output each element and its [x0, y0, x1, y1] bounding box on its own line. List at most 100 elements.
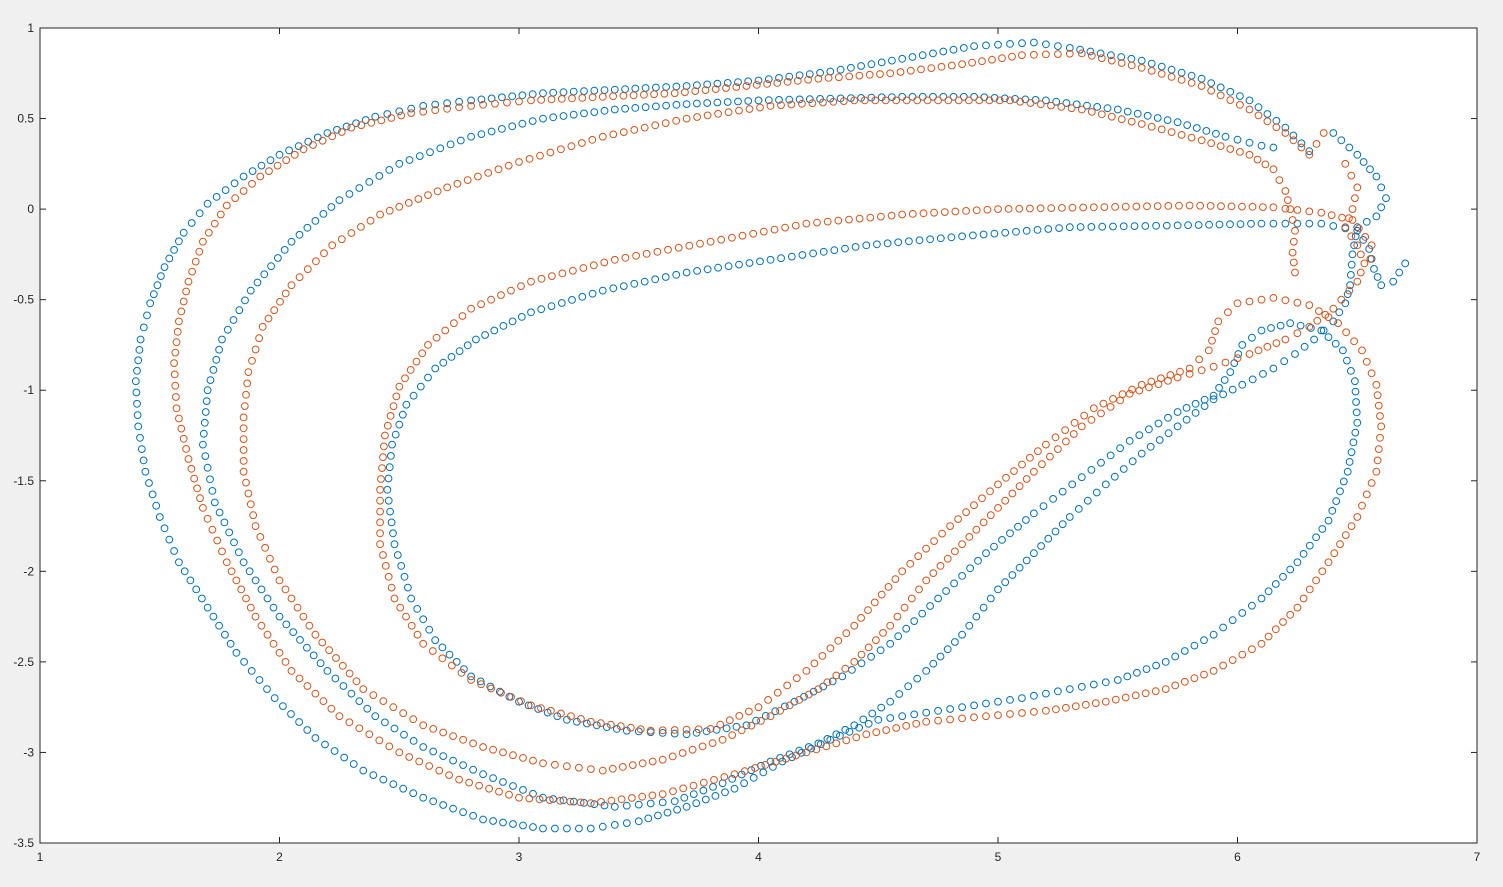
series-2-curve-2-marker	[332, 654, 340, 662]
series-1-curve-1-marker	[816, 68, 824, 77]
x-tick-label: 3	[516, 850, 523, 864]
series-1-curve-2-marker	[1366, 165, 1374, 174]
series-2-curve-1-marker	[287, 667, 296, 675]
series-2-curve-2-marker	[251, 522, 260, 530]
series-1-curve-1-marker	[384, 474, 393, 483]
series-2-curve-2-marker	[893, 612, 902, 621]
series-2-curve-1-marker	[378, 464, 386, 473]
series-2-curve-1-marker	[730, 770, 739, 779]
series-2-curve-2-marker	[1221, 358, 1230, 367]
series-2-curve-2-marker	[1353, 241, 1362, 250]
series-2-curve-2-marker	[239, 413, 248, 422]
series-2-curve-1-marker	[845, 72, 854, 81]
series-1-curve-1-marker	[994, 40, 1002, 49]
series-2-curve-2-marker	[376, 210, 385, 219]
series-2-curve-2-marker	[266, 554, 274, 563]
series-1-curve-1-marker	[1054, 687, 1062, 696]
series-2-curve-1-marker	[1263, 117, 1272, 126]
series-1-curve-2-marker	[365, 178, 374, 186]
series-1-curve-1-marker	[389, 529, 397, 538]
series-1-curve-1-marker	[1245, 96, 1254, 105]
series-1-curve-1-marker	[165, 254, 174, 263]
series-1-curve-1-marker	[139, 456, 148, 465]
series-2-curve-2-marker	[1062, 437, 1070, 446]
series-1-curve-1-marker	[936, 234, 945, 243]
series-1-curve-1-marker	[1352, 398, 1360, 406]
series-2-curve-1-marker	[432, 333, 441, 342]
series-1-curve-1-marker	[1173, 408, 1182, 416]
series-1-curve-2-marker	[929, 659, 938, 668]
series-2-curve-2-marker	[419, 721, 428, 730]
series-1-curve-1-marker	[578, 292, 587, 301]
series-2-curve-1-marker	[328, 132, 337, 141]
series-1-curve-1-marker	[929, 49, 937, 58]
series-1-curve-1-marker	[1353, 226, 1362, 235]
axes-background	[40, 28, 1477, 843]
series-2-curve-1-marker	[1077, 49, 1086, 58]
series-1-curve-1-marker	[766, 255, 775, 264]
series-2-curve-2-marker	[688, 745, 697, 754]
series-2-curve-1-marker	[441, 326, 450, 335]
series-1-curve-1-marker	[499, 818, 507, 827]
series-2-curve-1-marker	[290, 150, 299, 159]
series-2-curve-1-marker	[377, 475, 385, 483]
series-2-curve-1-marker	[377, 116, 386, 125]
series-2-curve-1-marker	[1026, 453, 1034, 462]
series-2-curve-1-marker	[1157, 70, 1166, 78]
series-1-curve-1-marker	[395, 107, 404, 116]
series-2-curve-1-marker	[1187, 79, 1196, 87]
series-1-curve-2-marker	[1346, 281, 1354, 290]
series-2-curve-2-marker	[557, 145, 565, 154]
series-2-curve-1-marker	[537, 704, 545, 712]
series-1-curve-2-marker	[1123, 107, 1132, 116]
series-1-curve-2-marker	[218, 335, 226, 344]
series-1-curve-2-marker	[230, 538, 238, 547]
series-1-curve-1-marker	[1248, 601, 1256, 610]
series-1-curve-1-marker	[431, 364, 440, 373]
series-2-curve-1-marker	[537, 96, 546, 104]
series-2-curve-2-marker	[275, 576, 284, 585]
series-2-curve-2-marker	[923, 96, 932, 105]
series-1-curve-1-marker	[175, 558, 183, 567]
series-2-curve-1-marker	[179, 434, 188, 443]
series-2-curve-2-marker	[943, 554, 952, 563]
series-1-curve-2-marker	[1000, 94, 1009, 103]
series-2-curve-2-marker	[619, 128, 628, 137]
series-1-curve-1-marker	[1173, 221, 1182, 230]
series-2-curve-1-marker	[586, 799, 595, 808]
series-2-curve-1-marker	[606, 720, 615, 729]
series-2-curve-1-marker	[1377, 422, 1386, 431]
series-2-curve-2-marker	[242, 478, 250, 487]
series-2-curve-2-marker	[808, 99, 817, 108]
series-2-curve-2-marker	[747, 721, 756, 730]
series-1-curve-2-marker	[280, 246, 289, 254]
series-1-curve-2-marker	[895, 690, 904, 698]
series-2-curve-1-marker	[728, 233, 736, 242]
series-1-curve-1-marker	[529, 823, 537, 831]
series-2-curve-1-marker	[1047, 204, 1056, 213]
series-2-curve-1-marker	[1167, 73, 1176, 81]
series-1-curve-1-marker	[612, 725, 621, 733]
series-2-curve-1-marker	[1018, 51, 1026, 60]
series-2-curve-1-marker	[396, 603, 405, 612]
series-2-curve-1-marker	[380, 442, 388, 451]
series-1-curve-2-marker	[339, 682, 348, 690]
series-2-curve-1-marker	[196, 494, 204, 503]
series-2-curve-1-marker	[738, 231, 747, 240]
series-1-curve-1-marker	[131, 377, 140, 386]
series-2-curve-2-marker	[494, 165, 503, 174]
series-2-curve-2-marker	[1293, 329, 1302, 338]
series-1-curve-2-marker	[1192, 124, 1201, 132]
series-2-curve-1-marker	[281, 658, 290, 666]
series-1-curve-1-marker	[413, 605, 422, 613]
series-1-curve-1-marker	[1145, 425, 1153, 434]
series-2-curve-1-marker	[548, 272, 556, 281]
series-2-curve-1-marker	[947, 61, 956, 70]
series-1-curve-1-marker	[583, 719, 591, 728]
series-2-curve-2-marker	[672, 116, 681, 125]
series-2-curve-1-marker	[864, 606, 872, 614]
series-2-curve-2-marker	[399, 709, 408, 718]
series-2-curve-2-marker	[587, 765, 595, 773]
series-2-curve-1-marker	[773, 79, 782, 87]
series-2-curve-2-marker	[1245, 350, 1254, 358]
